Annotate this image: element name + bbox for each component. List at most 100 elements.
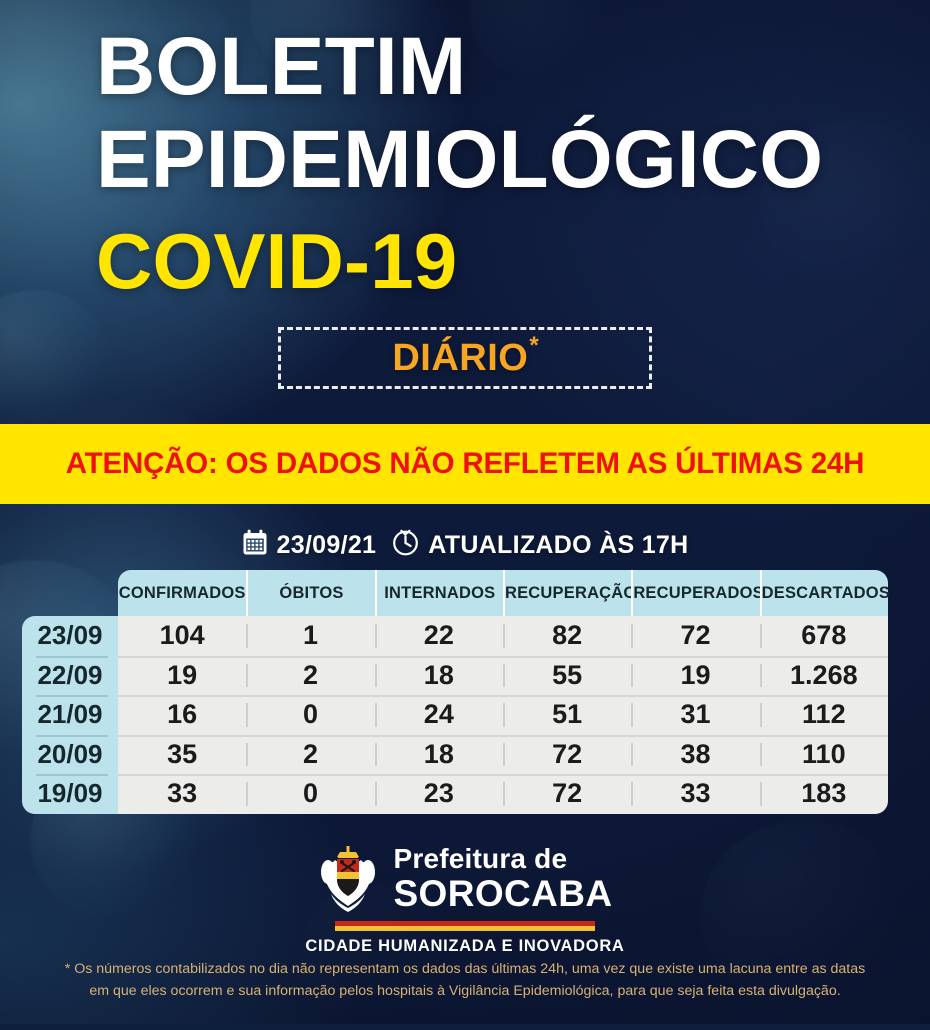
alert-banner-text: ATENÇÃO: OS DADOS NÃO REFLETEM AS ÚLTIMA… — [65, 447, 865, 480]
cell-confirmados: 35 — [118, 734, 247, 774]
cell-descartados: 110 — [759, 734, 888, 774]
brand-tagline: CIDADE HUMANIZADA E INOVADORA — [305, 937, 625, 955]
column-header-confirmados: CONFIRMADOS — [118, 570, 247, 616]
stripe-yellow — [335, 926, 595, 931]
cell-recuperados: 72 — [631, 616, 760, 656]
cell-internados: 23 — [374, 774, 503, 814]
cell-confirmados: 19 — [118, 655, 247, 695]
cell-obitos: 0 — [246, 774, 375, 814]
cell-recuperados: 31 — [631, 695, 760, 735]
cell-value: 72 — [552, 738, 583, 769]
cell-value: 23 — [423, 778, 454, 809]
cell-obitos: 0 — [246, 695, 375, 735]
cell-internados: 18 — [374, 655, 503, 695]
page-title-line-3: COVID-19 — [96, 217, 458, 305]
column-header-recuperados: RECUPERADOS — [631, 570, 764, 616]
page-title-line-2: EPIDEMIOLÓGICO — [96, 114, 824, 205]
alert-banner: ATENÇÃO: OS DADOS NÃO REFLETEM AS ÚLTIMA… — [0, 424, 930, 504]
table-row: 19/09 33 0 23 72 33 183 — [22, 774, 888, 814]
cell-recuperacao: 72 — [502, 734, 632, 774]
cell-value: 0 — [302, 699, 318, 730]
diario-badge: DIÁRIO * — [278, 327, 652, 389]
row-date-label: 23/09 — [37, 620, 103, 651]
brand-line-2: SOROCABA — [393, 872, 613, 914]
cell-value: 24 — [423, 699, 454, 730]
table-row: 23/09 104 1 22 82 72 678 — [22, 616, 888, 656]
date-group: 23/09/21 — [242, 529, 377, 561]
cell-value: 22 — [423, 620, 454, 651]
diario-badge-asterisk: * — [529, 332, 539, 359]
cell-value: 2 — [302, 738, 318, 769]
column-header-descartados: DESCARTADOS — [759, 570, 890, 616]
cell-value: 55 — [552, 659, 583, 690]
cell-value: 72 — [552, 778, 583, 809]
row-date-label: 19/09 — [37, 778, 103, 809]
cell-value: 678 — [801, 620, 847, 651]
row-date: 23/09 — [22, 616, 118, 656]
cell-value: 110 — [802, 738, 846, 769]
cell-obitos: 2 — [246, 734, 375, 774]
column-header-recuperacao: RECUPERAÇÃO — [502, 570, 636, 616]
row-date: 20/09 — [22, 734, 118, 774]
cell-confirmados: 104 — [118, 616, 247, 656]
row-date: 19/09 — [22, 774, 118, 814]
brand-stripes — [335, 921, 595, 931]
cell-internados: 24 — [374, 695, 503, 735]
cell-value: 18 — [423, 659, 454, 690]
cell-confirmados: 16 — [118, 695, 247, 735]
table-row: 21/09 16 0 24 51 31 112 — [22, 695, 888, 735]
covid-data-table: CONFIRMADOS ÓBITOS INTERNADOS RECUPERAÇÃ… — [22, 570, 890, 814]
cell-value: 112 — [802, 699, 846, 730]
row-date: 21/09 — [22, 695, 118, 735]
header: BOLETIM EPIDEMIOLÓGICO COVID-19 DIÁRIO * — [0, 0, 930, 425]
cell-value: 33 — [680, 778, 711, 809]
table-body: 23/09 104 1 22 82 72 678 22/09 19 2 18 5… — [22, 616, 888, 814]
footnote-text: * Os números contabilizados no dia não r… — [64, 961, 866, 999]
cell-recuperados: 19 — [631, 655, 760, 695]
updated-label: ATUALIZADO ÀS 17H — [428, 530, 689, 559]
cell-value: 33 — [167, 778, 198, 809]
table-header-row: CONFIRMADOS ÓBITOS INTERNADOS RECUPERAÇÃ… — [22, 570, 890, 616]
table-header-date-spacer — [22, 570, 118, 616]
logo-row: Prefeitura de SOROCABA — [317, 842, 612, 914]
row-date-label: 21/09 — [37, 699, 103, 730]
cell-internados: 22 — [374, 616, 503, 656]
cell-obitos: 1 — [246, 616, 375, 656]
cell-value: 104 — [159, 620, 205, 651]
cell-recuperados: 33 — [631, 774, 760, 814]
cell-descartados: 1.268 — [759, 655, 888, 695]
cell-value: 19 — [167, 659, 198, 690]
table-row: 20/09 35 2 18 72 38 110 — [22, 734, 888, 774]
cell-value: 1.268 — [790, 659, 858, 690]
row-date: 22/09 — [22, 655, 118, 695]
cell-value: 18 — [423, 738, 454, 769]
cell-value: 0 — [302, 778, 318, 809]
column-header-internados: INTERNADOS — [374, 570, 503, 616]
cell-internados: 18 — [374, 734, 503, 774]
row-date-label: 20/09 — [37, 738, 103, 769]
cell-descartados: 112 — [759, 695, 888, 735]
cell-value: 51 — [552, 699, 583, 730]
clock-icon — [392, 529, 419, 561]
brand-line-1: Prefeitura de — [393, 842, 568, 874]
stripe-red — [335, 921, 595, 926]
cell-descartados: 678 — [759, 616, 888, 656]
diario-badge-label: DIÁRIO — [392, 336, 529, 379]
bulletin-date: 23/09/21 — [276, 530, 377, 559]
cell-value: 19 — [680, 659, 711, 690]
cell-value: 35 — [167, 738, 198, 769]
column-header-obitos: ÓBITOS — [246, 570, 375, 616]
cell-recuperacao: 82 — [502, 616, 632, 656]
cell-obitos: 2 — [246, 655, 375, 695]
cell-recuperacao: 51 — [502, 695, 632, 735]
footer-logo-block: Prefeitura de SOROCABA CIDADE HUMANIZADA… — [0, 842, 930, 956]
cell-recuperacao: 55 — [502, 655, 632, 695]
cell-descartados: 183 — [759, 774, 888, 814]
sorocaba-coat-of-arms-icon — [317, 842, 379, 914]
cell-value: 82 — [552, 620, 583, 651]
cell-recuperacao: 72 — [502, 774, 632, 814]
table-head: CONFIRMADOS ÓBITOS INTERNADOS RECUPERAÇÃ… — [22, 570, 890, 616]
data-table-container: CONFIRMADOS ÓBITOS INTERNADOS RECUPERAÇÃ… — [22, 570, 890, 815]
cell-value: 38 — [680, 738, 711, 769]
